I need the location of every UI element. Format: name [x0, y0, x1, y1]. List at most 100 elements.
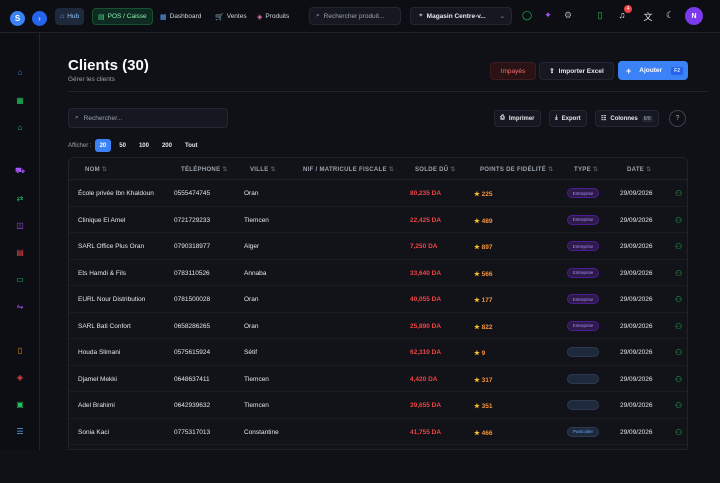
add-client-button[interactable]: + Ajouter F2 — [618, 61, 688, 80]
cell-ville: Tlemcen — [244, 216, 269, 224]
cell-nom: EURL Nour Distribution — [78, 296, 146, 303]
nav-ventes[interactable]: 🛒 Ventes — [210, 8, 252, 25]
transfer-icon[interactable]: ⇋ — [16, 301, 24, 311]
col-nif[interactable]: NIF / MATRICULE FISCALE ⇅ — [303, 167, 395, 173]
cart-icon[interactable]: ⛟ — [14, 166, 26, 175]
store-selector[interactable]: ⌖ Magasin Centre-v... ⌄ — [410, 7, 512, 25]
import-excel-button[interactable]: ⇪ Importer Excel — [539, 62, 614, 80]
whatsapp-icon[interactable]: ◯ — [521, 10, 533, 20]
col-points[interactable]: POINTS DE FIDÉLITÉ ⇅ — [480, 167, 554, 173]
translate-icon[interactable]: 文 — [643, 12, 653, 22]
col-nom[interactable]: NOM ⇅ — [85, 167, 108, 173]
cell-date: 29/09/2026 — [620, 296, 653, 303]
cell-solde: 33,640 DA — [410, 269, 442, 277]
cell-nom: École privée Ibn Khaldoun — [78, 190, 154, 197]
bell-icon[interactable]: ♫ — [618, 10, 626, 20]
table-row[interactable]: École privée Ibn Khaldoun 0555474745 Oran 8… — [69, 180, 687, 207]
page-size-100[interactable]: 100 — [138, 142, 149, 149]
table-row[interactable]: Houda Slimani 0575615924 Sétif 62,310 DA ★ 9… — [69, 339, 687, 366]
download-icon: ⤓ — [555, 115, 558, 121]
gear-icon[interactable]: ⚙ — [563, 10, 573, 20]
phone-icon[interactable]: ▯ — [597, 10, 603, 20]
col-ville[interactable]: VILLE ⇅ — [250, 167, 276, 173]
ai-sparkle-icon[interactable]: ✦ — [544, 10, 552, 20]
cell-points: ★ 9 — [474, 349, 485, 357]
nav-pos-label: POS / Caisse — [107, 13, 147, 20]
col-type[interactable]: TYPE ⇅ — [574, 167, 599, 173]
cell-ville: Sétif — [244, 349, 258, 356]
cell-nom: Clinique El Amel — [78, 216, 126, 224]
page-size-20[interactable]: 20 — [94, 139, 112, 152]
user-action-icon[interactable]: ⚇ — [675, 189, 683, 198]
nav-hub[interactable]: ⌂ Hub — [55, 8, 85, 25]
table-row[interactable]: Clinique El Amel 0721729233 Tlemcen 22,425 … — [69, 207, 687, 233]
product-search-input[interactable]: ⌕ Rechercher produit... — [309, 7, 401, 25]
cell-telephone: 0783110526 — [174, 269, 210, 277]
print-button[interactable]: ⎙ Imprimer — [494, 110, 541, 127]
chevron-right-icon[interactable]: › — [32, 11, 47, 26]
package-icon[interactable]: ◫ — [16, 220, 24, 230]
grid-icon[interactable]: ▦ — [16, 95, 24, 105]
cell-ville: Oran — [244, 190, 259, 197]
user-action-icon[interactable]: ⚇ — [675, 268, 683, 278]
nav-dashboard[interactable]: ▦ Dashboard — [155, 8, 206, 25]
points-value: 225 — [481, 191, 493, 198]
nav-pos[interactable]: ▤ POS / Caisse — [92, 8, 153, 25]
plus-icon: + — [626, 65, 632, 76]
col-telephone[interactable]: TÉLÉPHONE ⇅ — [181, 167, 228, 173]
book-icon[interactable]: ▯ — [17, 345, 23, 355]
page-size-selector: Afficher : 20 50 100 200 Tout — [68, 139, 203, 152]
user-action-icon[interactable]: ⚇ — [675, 321, 683, 331]
user-action-icon[interactable]: ⚇ — [675, 427, 683, 437]
col-date[interactable]: DATE ⇅ — [627, 167, 652, 173]
nav-produits[interactable]: ◈ Produits — [252, 8, 294, 25]
bank-icon[interactable]: ⌂ — [17, 122, 23, 132]
star-icon: ★ — [474, 323, 482, 331]
clipboard-icon[interactable]: ▣ — [16, 399, 24, 409]
credit-card-icon[interactable]: ▭ — [16, 274, 24, 284]
home-icon[interactable]: ⌂ — [17, 67, 23, 77]
table-row[interactable]: Adel Brahimi 0642939632 Tlemcen 39,655 DA ★ … — [69, 392, 687, 419]
table-row[interactable]: Sonia Kaci 0775317013 Constantine 41,755 DA… — [69, 419, 687, 445]
nav-produits-label: Produits — [265, 13, 290, 20]
cell-date: 29/09/2026 — [620, 428, 653, 436]
col-solde[interactable]: SOLDE DÛ ⇅ — [415, 167, 456, 173]
table-row[interactable]: SARL Office Plus Oran 0790318977 Alger 7,25… — [69, 233, 687, 260]
user-action-icon[interactable]: ⚇ — [675, 374, 683, 384]
app-logo[interactable]: S — [10, 11, 25, 26]
invoice-icon[interactable]: ▤ — [16, 247, 24, 257]
cell-ville: Oran — [244, 322, 259, 330]
table-row[interactable]: Ets Hamdi & Fils 0783110526 Annaba 33,640 D… — [69, 260, 687, 286]
export-button[interactable]: ⤓ Export — [549, 110, 587, 127]
cell-telephone: 0642939632 — [174, 402, 211, 409]
cell-telephone: 0775317013 — [174, 428, 211, 436]
user-action-icon[interactable]: ⚇ — [675, 295, 683, 304]
exchange-icon[interactable]: ⇄ — [16, 193, 24, 203]
show-label: Afficher : — [68, 142, 92, 149]
list-icon[interactable]: ☰ — [16, 426, 24, 436]
table-row[interactable]: EURL Nour Distribution 0781500028 Oran 40,0… — [69, 286, 687, 313]
help-icon[interactable]: ? — [669, 110, 686, 127]
type-badge: Entreprise — [567, 214, 599, 225]
moon-icon[interactable]: ☾ — [665, 10, 675, 20]
table-row[interactable]: Djamel Mekki 0648637411 Tlemcen 4,420 DA ★ 3… — [69, 366, 687, 392]
avatar[interactable]: N — [685, 7, 703, 25]
page-size-50[interactable]: 50 — [119, 142, 126, 149]
columns-button[interactable]: ☷ Colonnes 8/8 — [595, 110, 659, 127]
sidebar: ⌂ ▦ ⌂ ⛟ ⇄ ◫ ▤ ▭ ⇋ ▯ ◈ ▣ ☰ — [0, 33, 40, 450]
user-action-icon[interactable]: ⚇ — [675, 401, 683, 410]
page-size-200[interactable]: 200 — [161, 142, 172, 149]
user-action-icon[interactable]: ⚇ — [675, 215, 683, 225]
cell-telephone: 0658286265 — [174, 322, 211, 330]
user-action-icon[interactable]: ⚇ — [675, 242, 683, 251]
cube-icon[interactable]: ◈ — [16, 372, 24, 382]
page-size-all[interactable]: Tout — [184, 142, 198, 149]
table-row[interactable]: SARL Bati Confort 0658286265 Oran 25,890 DA… — [69, 313, 687, 339]
cell-solde: 39,655 DA — [410, 402, 442, 409]
user-action-icon[interactable]: ⚇ — [675, 348, 683, 357]
home-icon: ⌂ — [60, 13, 65, 20]
client-search-input[interactable]: ⌕ Rechercher... — [68, 108, 228, 128]
type-badge: Entreprise — [567, 267, 599, 278]
cell-date: 29/09/2026 — [620, 375, 653, 383]
impayes-button[interactable]: Impayés — [490, 62, 536, 80]
